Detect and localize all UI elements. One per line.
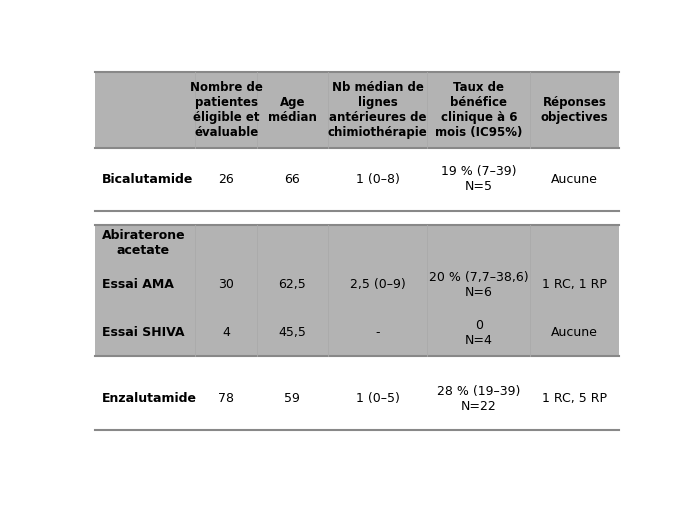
Bar [95,225,195,260]
Text: 66: 66 [284,173,300,186]
Bar [95,72,195,148]
Bar [328,260,427,309]
Bar [530,369,619,430]
Bar [530,225,619,260]
Bar [530,148,619,211]
Bar [195,356,257,369]
Bar [427,225,530,260]
Bar [427,356,530,369]
Bar [328,369,427,430]
Bar [328,225,427,260]
Text: 1 RC, 1 RP: 1 RC, 1 RP [542,278,607,291]
Bar [95,369,195,430]
Bar [95,356,195,369]
Bar [530,309,619,356]
Text: 19 % (7–39)
N=5: 19 % (7–39) N=5 [441,165,516,193]
Bar [530,356,619,369]
Bar [328,309,427,356]
Text: Aucune: Aucune [551,173,598,186]
Text: 78: 78 [218,392,234,406]
Text: 28 % (19–39)
N=22: 28 % (19–39) N=22 [437,385,521,413]
Text: 1 (0–8): 1 (0–8) [355,173,399,186]
Text: Age
médian: Age médian [268,96,317,124]
Text: 30: 30 [218,278,234,291]
Bar [257,369,328,430]
Bar [427,148,530,211]
Bar [95,148,195,211]
Bar [95,309,195,356]
Text: Nb médian de
lignes
antérieures de
chimiothérapie: Nb médian de lignes antérieures de chimi… [328,81,427,139]
Text: Abiraterone
acetate: Abiraterone acetate [102,229,185,256]
Bar [530,211,619,225]
Bar [257,356,328,369]
Text: Aucune: Aucune [551,326,598,339]
Text: Enzalutamide: Enzalutamide [102,392,197,406]
Text: 0
N=4: 0 N=4 [465,319,493,347]
Bar [328,72,427,148]
Bar [530,260,619,309]
Bar [195,211,257,225]
Bar [195,72,257,148]
Text: Nombre de
patientes
éligible et
évaluable: Nombre de patientes éligible et évaluabl… [190,81,263,139]
Bar [427,211,530,225]
Bar [530,72,619,148]
Bar [257,72,328,148]
Text: Bicalutamide: Bicalutamide [102,173,193,186]
Bar [195,309,257,356]
Bar [195,369,257,430]
Bar [95,211,195,225]
Text: 2,5 (0–9): 2,5 (0–9) [350,278,406,291]
Bar [328,356,427,369]
Text: 4: 4 [222,326,230,339]
Bar [328,148,427,211]
Bar [427,369,530,430]
Bar [257,225,328,260]
Text: 45,5: 45,5 [279,326,306,339]
Bar [427,72,530,148]
Text: Taux de
bénéfice
clinique à 6
mois (IC95%): Taux de bénéfice clinique à 6 mois (IC95… [435,81,523,139]
Bar [328,211,427,225]
Text: Essai SHIVA: Essai SHIVA [102,326,184,339]
Bar [427,260,530,309]
Text: 26: 26 [218,173,234,186]
Text: 59: 59 [284,392,300,406]
Bar [195,148,257,211]
Bar [257,148,328,211]
Text: Réponses
objectives: Réponses objectives [541,96,608,124]
Text: 20 % (7,7–38,6)
N=6: 20 % (7,7–38,6) N=6 [429,270,528,298]
Bar [195,260,257,309]
Bar [195,225,257,260]
Text: 62,5: 62,5 [279,278,306,291]
Text: Essai AMA: Essai AMA [102,278,174,291]
Bar [257,260,328,309]
Bar [427,309,530,356]
Text: 1 RC, 5 RP: 1 RC, 5 RP [542,392,607,406]
Text: -: - [375,326,380,339]
Text: 1 (0–5): 1 (0–5) [355,392,399,406]
Bar [257,211,328,225]
Bar [257,309,328,356]
Bar [95,260,195,309]
